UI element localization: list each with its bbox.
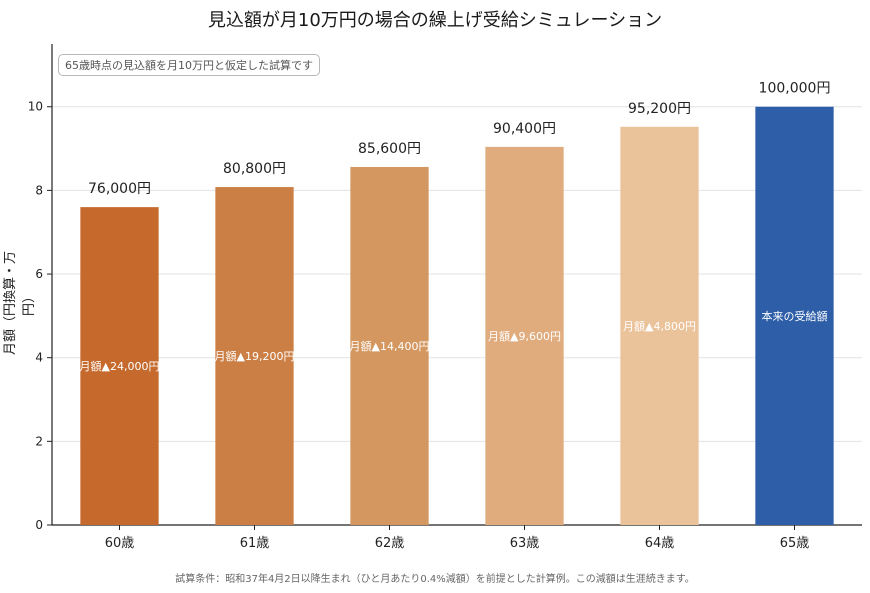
bar xyxy=(350,166,429,525)
calculation-conditions-footnote: 試算条件：昭和37年4月2日以降生まれ（ひと月あたり0.4%減額）を前提とした計… xyxy=(175,574,695,585)
bar-value-label: 95,200円 xyxy=(628,101,691,117)
y-tick-label: 2 xyxy=(35,434,43,448)
bar-inner-label: 月額▲14,400円 xyxy=(350,340,430,353)
y-tick-label: 4 xyxy=(35,351,43,365)
bar xyxy=(755,106,834,525)
y-tick-label: 6 xyxy=(35,267,43,281)
bar xyxy=(215,187,294,525)
x-tick-label: 63歳 xyxy=(510,536,540,551)
y-tick-label: 8 xyxy=(35,183,43,197)
assumption-note: 65歳時点の見込額を月10万円と仮定した試算です xyxy=(58,54,320,76)
bar xyxy=(80,207,159,525)
bar-inner-label: 月額▲24,000円 xyxy=(80,360,160,373)
bar-value-label: 90,400円 xyxy=(493,121,556,137)
bar-inner-label: 月額▲9,600円 xyxy=(488,330,561,343)
y-tick-label: 0 xyxy=(35,518,43,532)
bar-inner-label: 本来の受給額 xyxy=(762,309,828,323)
y-tick-label: 10 xyxy=(28,100,43,114)
bar-value-label: 80,800円 xyxy=(223,161,286,177)
bar-value-label: 100,000円 xyxy=(759,81,831,97)
x-tick-label: 65歳 xyxy=(780,536,810,551)
x-tick-label: 62歳 xyxy=(375,536,405,551)
x-tick-label: 60歳 xyxy=(105,536,135,551)
bar-value-label: 85,600円 xyxy=(358,141,421,157)
bar-inner-label: 月額▲19,200円 xyxy=(215,350,295,363)
bar xyxy=(620,126,699,526)
bar-value-label: 76,000円 xyxy=(88,181,151,197)
x-tick-label: 61歳 xyxy=(240,536,270,551)
bar xyxy=(485,146,564,525)
chart-title: 見込額が月10万円の場合の繰上げ受給シミュレーション xyxy=(207,10,663,31)
bar-inner-label: 月額▲4,800円 xyxy=(623,320,696,333)
x-tick-label: 64歳 xyxy=(645,536,675,551)
